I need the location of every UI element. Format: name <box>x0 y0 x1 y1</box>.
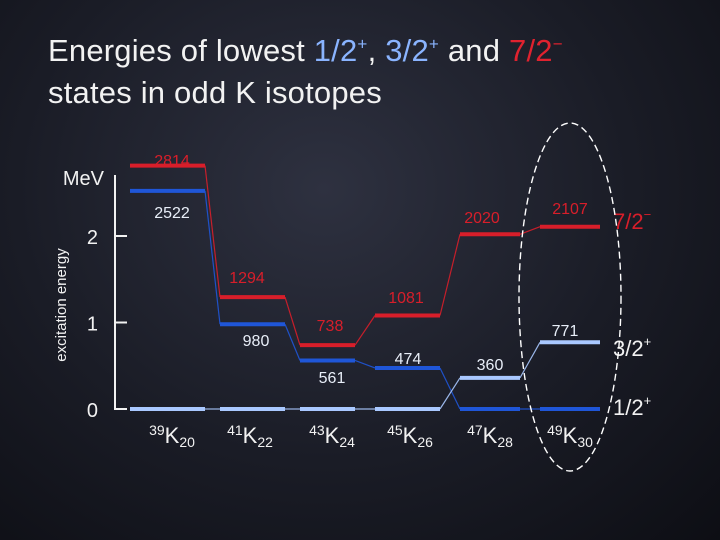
energy-label: 2020 <box>464 210 500 227</box>
level-connector <box>439 367 461 410</box>
level-connector <box>519 226 541 235</box>
y-axis-label: excitation energy <box>53 248 70 362</box>
level-connector <box>519 342 541 379</box>
isotope-label: 39K20 <box>149 422 195 450</box>
energy-label: 2107 <box>552 201 588 218</box>
title-seven-label: 7/2− <box>509 33 563 68</box>
title-text: Energies of lowest <box>48 33 314 68</box>
energy-label: 2522 <box>154 205 190 222</box>
isotope-label: 47K28 <box>467 422 513 450</box>
series-label: 1/2+ <box>613 393 651 420</box>
level-connector <box>439 234 461 316</box>
energy-label: 2814 <box>154 153 190 170</box>
energy-label: 474 <box>395 351 422 368</box>
level-connector <box>284 324 301 361</box>
title-three-label: 3/2+ <box>385 33 440 68</box>
level-connector <box>439 377 461 410</box>
energy-label: 1294 <box>229 270 265 287</box>
isotope-label: 41K22 <box>227 422 273 450</box>
y-tick-label: 0 <box>87 400 98 422</box>
level-connector <box>284 296 301 346</box>
title-half-label: 1/2+ <box>313 33 368 68</box>
isotope-label: 45K26 <box>387 422 433 450</box>
energy-label: 1081 <box>388 290 424 307</box>
y-tick-label: 1 <box>87 314 98 336</box>
level-connector <box>354 315 376 346</box>
title-line2: states in odd K isotopes <box>48 75 382 110</box>
isotope-label: 49K30 <box>547 422 593 450</box>
energy-label: 360 <box>477 357 504 374</box>
y-tick-label: 2 <box>87 227 98 249</box>
y-unit-label: MeV <box>63 168 105 190</box>
energy-label: 771 <box>552 323 579 340</box>
isotope-label: 43K24 <box>309 422 355 450</box>
level-connector <box>204 165 221 298</box>
level-connector <box>354 359 376 369</box>
series-label: 7/2− <box>613 207 651 234</box>
energy-label: 561 <box>319 370 346 387</box>
slide-title: Energies of lowest 1/2+, 3/2+ and 7/2− s… <box>48 33 563 110</box>
level-connector <box>204 190 221 325</box>
energy-label: 980 <box>243 333 270 350</box>
highlight-ellipse <box>518 122 622 472</box>
energy-label: 738 <box>317 318 344 335</box>
